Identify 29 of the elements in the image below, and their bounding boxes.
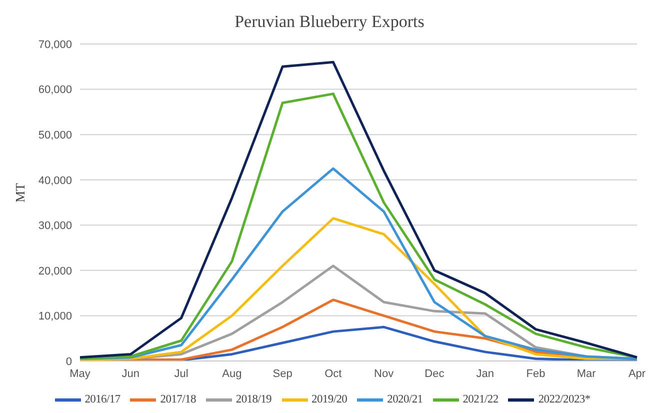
y-tick-label: 40,000 xyxy=(38,174,72,187)
x-tick-label: Nov xyxy=(374,368,394,380)
y-axis-title: MT xyxy=(12,182,28,202)
x-tick-label: Mar xyxy=(576,368,596,380)
legend-label: 2019/20 xyxy=(312,394,348,406)
x-tick-label: Feb xyxy=(526,368,546,380)
y-tick-label: 20,000 xyxy=(38,265,72,278)
x-tick-label: Aug xyxy=(222,368,242,380)
x-tick-label: Jun xyxy=(122,368,140,380)
legend-label: 2018/19 xyxy=(236,394,272,406)
legend-label: 2017/18 xyxy=(160,394,196,406)
x-tick-label: May xyxy=(70,368,91,380)
legend-label: 2016/17 xyxy=(84,394,120,406)
y-tick-label: 30,000 xyxy=(38,220,72,232)
chart-title: Peruvian Blueberry Exports xyxy=(234,11,426,33)
x-tick-label: Jul xyxy=(174,368,188,380)
x-tick-label: Sep xyxy=(272,368,292,380)
legend-label: 2020/21 xyxy=(387,394,423,406)
y-tick-label: 70,000 xyxy=(38,38,72,51)
x-tick-label: Dec xyxy=(424,368,445,380)
y-tick-label: 60,000 xyxy=(38,84,72,96)
x-tick-label: Oct xyxy=(324,368,342,380)
legend-label: 2022/2023* xyxy=(538,394,590,406)
legend-label: 2021/22 xyxy=(462,394,498,406)
y-tick-label: 10,000 xyxy=(38,310,72,323)
x-tick-label: Jan xyxy=(476,368,494,380)
x-tick-label: Apr xyxy=(628,368,646,380)
y-tick-label: 50,000 xyxy=(38,129,72,142)
y-tick-label: 0 xyxy=(66,356,72,368)
